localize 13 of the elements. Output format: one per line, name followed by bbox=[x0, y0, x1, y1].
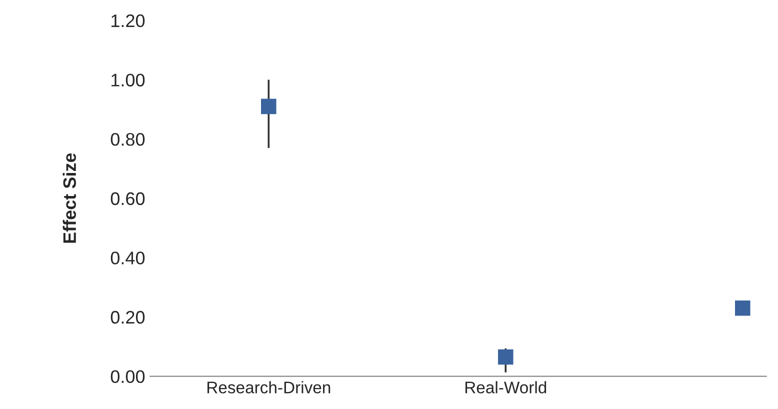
point bbox=[261, 98, 276, 114]
point bbox=[498, 349, 514, 365]
y-tick-label: 1.20 bbox=[112, 14, 145, 28]
y-tick-label: 0.00 bbox=[110, 370, 145, 383]
y-tick-label: 1.00 bbox=[112, 74, 145, 86]
point bbox=[734, 300, 750, 316]
x-tick-label: Research-Driven bbox=[208, 381, 330, 394]
y-tick-label: 0.60 bbox=[110, 192, 145, 206]
y-tick-label: 0.80 bbox=[110, 132, 145, 146]
y-tick-label: 0.40 bbox=[110, 252, 145, 264]
y-axis-title: Effect Size bbox=[62, 153, 76, 243]
x-tick-label: Real-World bbox=[465, 381, 546, 394]
y-tick-label: 0.20 bbox=[110, 310, 145, 324]
